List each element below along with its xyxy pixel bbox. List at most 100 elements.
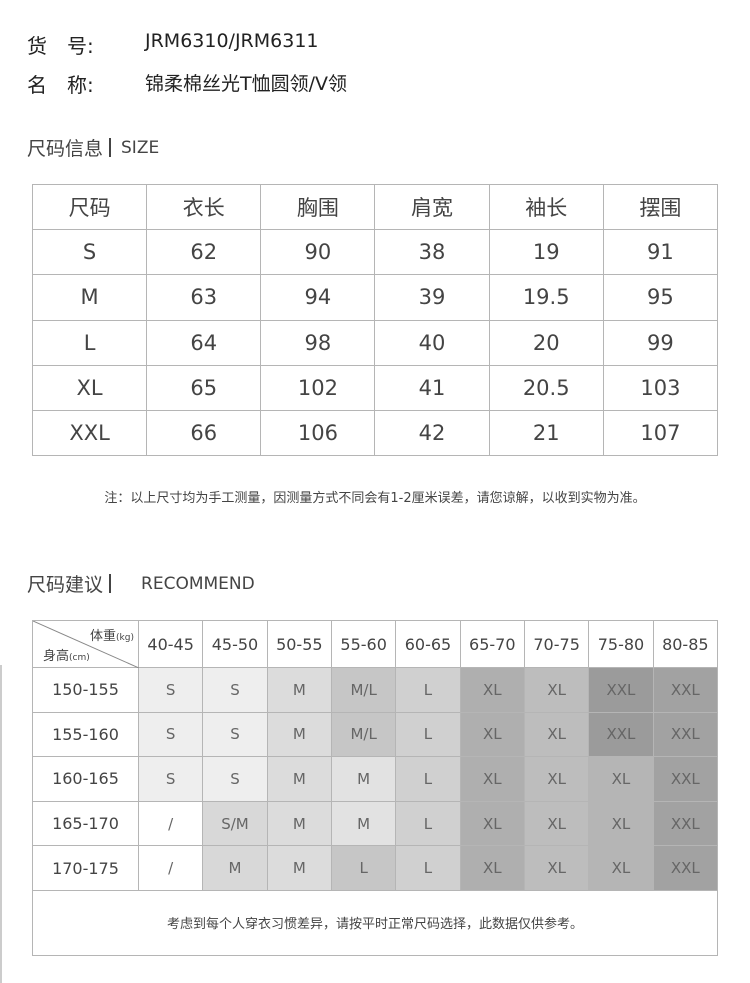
weight-header-cell: 55-60 [330,620,397,668]
product-name-value: 锦柔棉丝光T恤圆领/V领 [145,73,348,95]
recommend-size-cell: XXL [652,711,719,758]
size-cell: 91 [602,229,719,276]
recommend-size-cell: XL [588,800,654,847]
recommend-section-title: 尺码建议 RECOMMEND [27,570,255,597]
size-row: L 64 98 40 20 99 [31,319,719,366]
recommend-size-cell: XL [588,756,654,802]
recommend-size-cell: XXL [652,800,719,847]
recommend-size-cell: S [137,756,204,802]
recommend-size-cell: XL [459,756,525,802]
size-title-cn: 尺码信息 [27,138,104,160]
height-cell: 155-160 [32,711,139,758]
size-cell: S [31,229,148,276]
size-header-cell: 肩宽 [374,183,490,231]
recommend-size-cell: XL [459,711,525,758]
recommend-size-cell: M [266,711,332,758]
recommend-title-cn: 尺码建议 [27,574,104,596]
size-cell: 99 [602,319,719,366]
recommend-size-cell: XXL [588,667,654,713]
height-cell: 165-170 [32,800,139,847]
weight-header-cell: 60-65 [395,620,461,668]
corner-weight: 体重(kg) [90,629,134,644]
recommend-size-cell: L [395,845,461,891]
size-cell: XXL [31,409,148,457]
product-code-row: 货 号: JRM6310/JRM6311 [27,30,319,59]
size-row: XXL 66 106 42 21 107 [31,409,719,457]
size-header-cell: 袖长 [488,183,604,231]
recommend-size-cell: M/L [330,667,397,713]
size-row: S 62 90 38 19 91 [31,229,719,276]
size-cell: 65 [146,364,262,411]
recommend-header-row: 体重(kg) 身高(cm) 40-45 45-50 50-55 55-60 60-65 65-… [32,620,719,668]
size-cell: 103 [602,364,719,411]
size-title-en: SIZE [121,137,160,158]
recommend-size-cell: XL [459,667,525,713]
recommend-note-row: 考虑到每个人穿衣习惯差异，请按平时正常尺码选择，此数据仅供参考。 [32,889,718,956]
divider [109,574,112,593]
height-cell: 160-165 [32,756,139,802]
recommend-size-cell: M [202,845,268,891]
recommend-size-cell: M [266,756,332,802]
recommend-row: 160-165 S S M M L XL XL XL XXL [32,756,719,802]
divider [109,138,112,157]
recommend-size-cell: M/L [330,711,397,758]
size-cell: 90 [260,229,376,276]
recommend-size-cell: M [330,756,397,802]
size-cell: 64 [146,319,262,366]
recommend-row: 150-155 S S M M/L L XL XL XXL XXL [32,667,719,713]
recommend-size-cell: XL [523,711,590,758]
recommend-size-cell: XXL [652,756,719,802]
recommend-size-cell: XL [459,800,525,847]
size-cell: 62 [146,229,262,276]
recommend-size-cell: XL [459,845,525,891]
size-cell: 40 [374,319,490,366]
recommend-size-cell: / [137,845,204,891]
size-header-cell: 尺码 [31,183,148,231]
corner-cell: 体重(kg) 身高(cm) [32,620,139,668]
page-edge-line [0,665,2,983]
size-cell: 95 [602,274,719,321]
recommend-row: 165-170/S/M M M L XL XL XL XXL [32,800,719,847]
size-cell: 19 [488,229,604,276]
recommend-size-cell: M [266,800,332,847]
size-cell: 42 [374,409,490,457]
size-cell: 21 [488,409,604,457]
size-cell: XL [31,364,148,411]
weight-header-cell: 70-75 [523,620,590,668]
recommend-title-en: RECOMMEND [141,573,255,594]
weight-header-cell: 65-70 [459,620,525,668]
size-cell: 107 [602,409,719,457]
recommend-size-cell: XL [523,667,590,713]
size-header-row: 尺码 衣长 胸围 肩宽 袖长 摆围 [31,183,719,231]
size-row: XL 65 102 41 20.5 103 [31,364,719,411]
recommend-size-cell: XXL [588,711,654,758]
size-cell: 19.5 [488,274,604,321]
recommend-size-cell: S [202,711,268,758]
weight-header-cell: 75-80 [588,620,654,668]
recommend-size-cell: L [395,711,461,758]
size-cell: L [31,319,148,366]
recommend-row: 155-160 S S M M/L L XL XL XXL XXL [32,711,719,758]
recommend-size-cell: XL [523,845,590,891]
size-cell: 41 [374,364,490,411]
size-cell: 20.5 [488,364,604,411]
recommend-note: 考虑到每个人穿衣习惯差异，请按平时正常尺码选择，此数据仅供参考。 [32,889,718,956]
size-cell: 94 [260,274,376,321]
size-cell: 38 [374,229,490,276]
size-cell: 102 [260,364,376,411]
recommend-size-cell: L [395,756,461,802]
size-cell: 20 [488,319,604,366]
weight-header-cell: 40-45 [137,620,204,668]
product-code-label: 货 号: [27,34,94,58]
size-cell: M [31,274,148,321]
recommend-size-cell: XXL [652,845,719,891]
recommend-size-cell: S/M [202,800,268,847]
size-header-cell: 衣长 [146,183,262,231]
weight-header-cell: 50-55 [266,620,332,668]
recommend-size-cell: / [137,800,204,847]
recommend-size-cell: L [395,667,461,713]
size-note: 注：以上尺寸均为手工测量，因测量方式不同会有1-2厘米误差，请您谅解，以收到实物… [104,491,646,506]
recommend-size-cell: XL [523,756,590,802]
size-row: M 63 94 39 19.5 95 [31,274,719,321]
weight-header-cell: 80-85 [652,620,719,668]
